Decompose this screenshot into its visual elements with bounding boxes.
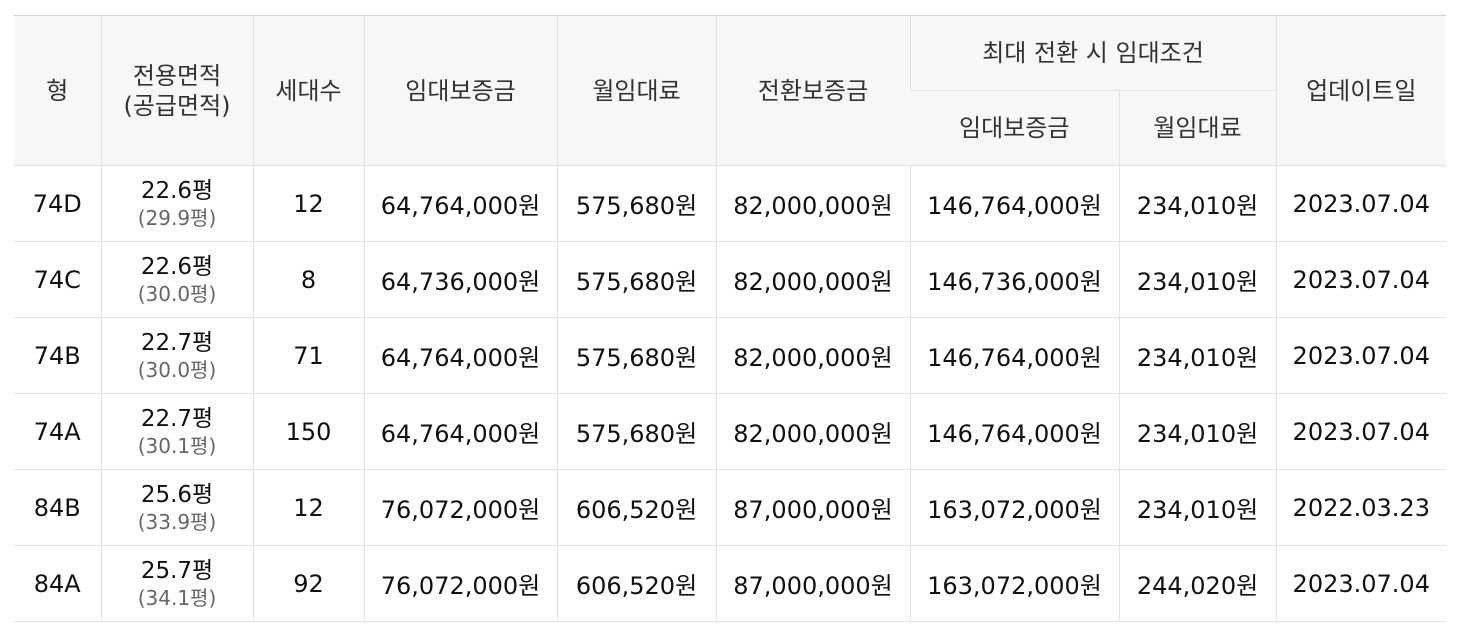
cell-updated: 2023.07.04: [1275, 165, 1447, 242]
cell-conversion: 82,000,000원: [715, 165, 910, 242]
cell-deposit: 64,764,000원: [363, 317, 557, 394]
header-type: 형: [14, 15, 101, 166]
cell-households: 12: [252, 469, 364, 546]
cell-area-supply: (30.0평): [137, 357, 217, 382]
cell-rent: 575,680원: [556, 393, 716, 470]
cell-area-exclusive: 22.7평: [140, 405, 214, 432]
cell-type: 74B: [14, 317, 101, 394]
cell-updated: 2023.07.04: [1275, 241, 1447, 318]
cell-conversion: 82,000,000원: [715, 241, 910, 318]
header-row-2: 임대보증금 월임대료: [14, 90, 1446, 166]
rental-conditions-table: 형 전용면적 (공급면적) 세대수 임대보증금 월임대료 전환보증금 최대 전환…: [14, 15, 1447, 622]
cell-area-exclusive: 22.6평: [140, 253, 214, 280]
cell-max-rent: 234,010원: [1118, 469, 1277, 546]
cell-households: 8: [252, 241, 364, 318]
cell-max-rent: 234,010원: [1118, 165, 1277, 242]
cell-max-deposit: 146,736,000원: [909, 241, 1119, 318]
cell-area-supply: (30.1평): [137, 433, 217, 458]
cell-type: 74A: [14, 393, 101, 470]
cell-deposit: 64,764,000원: [363, 393, 557, 470]
cell-rent: 606,520원: [556, 469, 716, 546]
header-max-conversion-group: 최대 전환 시 임대조건: [909, 15, 1277, 91]
cell-updated: 2023.07.04: [1275, 317, 1447, 394]
cell-deposit: 76,072,000원: [363, 545, 557, 622]
cell-type: 84A: [14, 545, 101, 622]
table-row: 74A 22.7평 (30.1평) 150 64,764,000원 575,68…: [14, 393, 1447, 470]
cell-deposit: 64,736,000원: [363, 241, 557, 318]
cell-area: 25.6평 (33.9평): [100, 469, 253, 546]
cell-area-exclusive: 25.6평: [140, 481, 214, 508]
cell-deposit: 64,764,000원: [363, 165, 557, 242]
table-body: 74D 22.6평 (29.9평) 12 64,764,000원 575,680…: [14, 165, 1447, 622]
cell-type: 74D: [14, 165, 101, 242]
table-row: 74C 22.6평 (30.0평) 8 64,736,000원 575,680원…: [14, 241, 1447, 318]
header-row-1: 형 전용면적 (공급면적) 세대수 임대보증금 월임대료 전환보증금 최대 전환…: [14, 15, 1447, 166]
cell-max-rent: 234,010원: [1118, 393, 1277, 470]
rental-table-container: 형 전용면적 (공급면적) 세대수 임대보증금 월임대료 전환보증금 최대 전환…: [14, 15, 1447, 622]
cell-area: 25.7평 (34.1평): [100, 545, 253, 622]
cell-max-deposit: 163,072,000원: [909, 545, 1119, 622]
table-row: 84B 25.6평 (33.9평) 12 76,072,000원 606,520…: [14, 469, 1447, 546]
cell-max-rent: 244,020원: [1118, 545, 1277, 622]
cell-updated: 2023.07.04: [1275, 545, 1447, 622]
cell-conversion: 82,000,000원: [715, 317, 910, 394]
cell-max-deposit: 146,764,000원: [909, 393, 1119, 470]
cell-area-supply: (30.0평): [137, 281, 217, 306]
table-row: 74B 22.7평 (30.0평) 71 64,764,000원 575,680…: [14, 317, 1447, 394]
cell-updated: 2023.07.04: [1275, 393, 1447, 470]
cell-area: 22.6평 (29.9평): [100, 165, 253, 242]
cell-type: 74C: [14, 241, 101, 318]
cell-households: 150: [252, 393, 364, 470]
header-deposit: 임대보증금: [363, 15, 557, 166]
cell-households: 92: [252, 545, 364, 622]
cell-area: 22.6평 (30.0평): [100, 241, 253, 318]
table-row: 84A 25.7평 (34.1평) 92 76,072,000원 606,520…: [14, 545, 1447, 622]
header-conversion-deposit: 전환보증금: [715, 15, 910, 166]
cell-conversion: 82,000,000원: [715, 393, 910, 470]
cell-area-supply: (34.1평): [137, 585, 217, 610]
cell-area: 22.7평 (30.1평): [100, 393, 253, 470]
cell-rent: 606,520원: [556, 545, 716, 622]
cell-max-deposit: 146,764,000원: [909, 317, 1119, 394]
cell-area-exclusive: 25.7평: [140, 557, 214, 584]
header-max-deposit: 임대보증금: [910, 90, 1119, 166]
cell-type: 84B: [14, 469, 101, 546]
cell-max-rent: 234,010원: [1118, 241, 1277, 318]
cell-area-supply: (33.9평): [137, 509, 217, 534]
cell-conversion: 87,000,000원: [715, 545, 910, 622]
table-row: 74D 22.6평 (29.9평) 12 64,764,000원 575,680…: [14, 165, 1447, 242]
header-updated: 업데이트일: [1275, 15, 1447, 166]
header-max-monthly-rent: 월임대료: [1118, 90, 1277, 166]
cell-updated: 2022.03.23: [1275, 469, 1447, 546]
cell-rent: 575,680원: [556, 241, 716, 318]
cell-area-exclusive: 22.7평: [140, 329, 214, 356]
cell-rent: 575,680원: [556, 165, 716, 242]
header-monthly-rent: 월임대료: [556, 15, 716, 166]
header-area-supply: (공급면적): [123, 91, 231, 120]
cell-households: 12: [252, 165, 364, 242]
cell-area-supply: (29.9평): [137, 205, 217, 230]
cell-conversion: 87,000,000원: [715, 469, 910, 546]
cell-max-deposit: 146,764,000원: [909, 165, 1119, 242]
cell-rent: 575,680원: [556, 317, 716, 394]
table-header: 형 전용면적 (공급면적) 세대수 임대보증금 월임대료 전환보증금 최대 전환…: [14, 15, 1447, 166]
header-area: 전용면적 (공급면적): [100, 15, 253, 166]
header-area-exclusive: 전용면적: [132, 61, 222, 90]
header-households: 세대수: [252, 15, 364, 166]
cell-deposit: 76,072,000원: [363, 469, 557, 546]
cell-area: 22.7평 (30.0평): [100, 317, 253, 394]
cell-max-deposit: 163,072,000원: [909, 469, 1119, 546]
cell-area-exclusive: 22.6평: [140, 177, 214, 204]
cell-households: 71: [252, 317, 364, 394]
cell-max-rent: 234,010원: [1118, 317, 1277, 394]
